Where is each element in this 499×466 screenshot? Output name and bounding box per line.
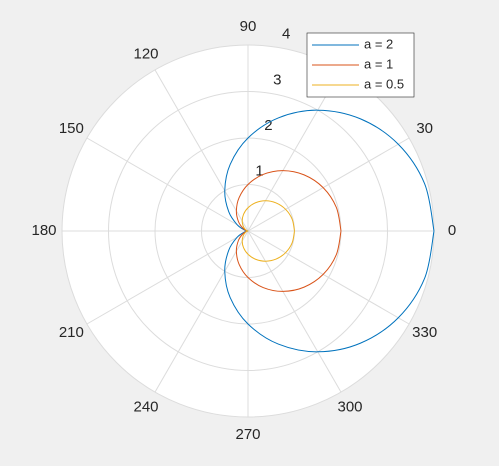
- theta-tick-label: 330: [412, 324, 437, 341]
- r-tick-label: 4: [282, 26, 290, 43]
- theta-tick-label: 300: [337, 399, 362, 416]
- theta-grid-line: [247, 230, 342, 393]
- legend-label: a = 2: [364, 36, 393, 51]
- series-line: [241, 200, 295, 262]
- legend-label: a = 1: [364, 56, 393, 71]
- theta-tick-label: 150: [59, 120, 84, 137]
- legend-label: a = 0.5: [364, 76, 404, 91]
- theta-grid-line: [86, 137, 249, 232]
- theta-tick-label: 90: [240, 18, 257, 35]
- theta-tick-label: 210: [59, 324, 84, 341]
- theta-grid-line: [154, 69, 249, 232]
- theta-tick-label: 180: [31, 222, 56, 239]
- theta-grid-line: [247, 137, 410, 232]
- theta-tick-label: 240: [133, 399, 158, 416]
- theta-grid-line: [154, 230, 249, 393]
- theta-grid-line: [86, 230, 249, 325]
- theta-tick-label: 30: [416, 120, 433, 137]
- r-tick-label: 3: [273, 71, 281, 88]
- r-tick-label: 2: [264, 117, 272, 134]
- theta-grid-line: [247, 230, 410, 325]
- theta-tick-label: 270: [235, 426, 260, 443]
- r-tick-label: 1: [255, 163, 263, 180]
- theta-tick-label: 0: [448, 222, 456, 239]
- theta-tick-label: 120: [133, 45, 158, 62]
